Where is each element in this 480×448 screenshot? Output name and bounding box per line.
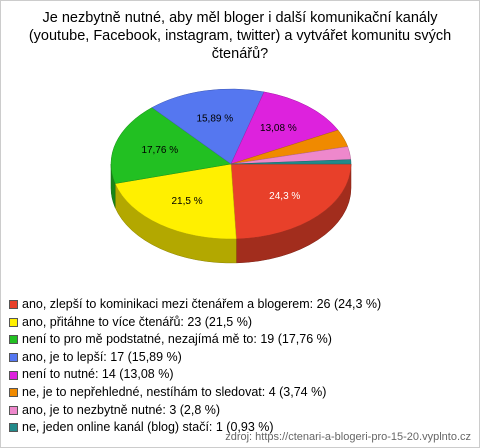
slice-label: 24,3 % — [269, 191, 300, 202]
legend-swatch — [9, 388, 18, 398]
legend-label: ano, je to lepší: 17 (15,89 %) — [22, 349, 182, 364]
chart-title: Je nezbytně nutné, aby měl bloger i dalš… — [28, 10, 452, 62]
slice — [230, 163, 352, 240]
slice-label: 17,76 % — [141, 145, 178, 156]
source-note: zdroj: https://ctenari-a-blogeri-pro-15-… — [225, 431, 471, 443]
slice-label: 13,08 % — [260, 123, 297, 134]
legend-item: ano, je to lepší: 17 (15,89 %) — [9, 349, 381, 367]
legend-item: ano, je to nezbytně nutné: 3 (2,8 %) — [9, 402, 381, 420]
slice — [151, 88, 265, 165]
legend-swatch — [9, 405, 18, 415]
legend-label: není to nutné: 14 (13,08 %) — [22, 367, 174, 382]
legend: ano, zlepší to kominikaci mezi čtenářem … — [9, 296, 381, 437]
legend-item: ano, přitáhne to více čtenářů: 23 (21,5 … — [9, 314, 381, 332]
legend-label: ano, zlepší to kominikaci mezi čtenářem … — [22, 297, 382, 311]
legend-swatch — [9, 317, 18, 327]
legend-swatch — [9, 335, 18, 345]
legend-swatch — [9, 353, 18, 363]
legend-swatch — [9, 300, 18, 310]
slice — [230, 91, 339, 165]
legend-label: ano, je to nezbytně nutné: 3 (2,8 %) — [22, 402, 221, 417]
legend-item: ano, zlepší to kominikaci mezi čtenářem … — [9, 296, 381, 314]
legend-label: není to pro mě podstatné, nezajímá mě to… — [22, 332, 332, 347]
legend-item: ne, je to nepřehledné, nestíhám to sledo… — [9, 384, 381, 402]
legend-label: ano, přitáhne to více čtenářů: 23 (21,5 … — [22, 314, 252, 329]
legend-item: ne, jeden online kanál (blog) stačí: 1 (… — [9, 419, 381, 437]
chart: 24,3 % 21,5 % 17,76 % 15,89 % 13,08 % — [110, 88, 352, 264]
legend-item: není to pro mě podstatné, nezajímá mě to… — [9, 331, 381, 349]
legend-swatch — [9, 423, 18, 433]
legend-label: ne, jeden online kanál (blog) stačí: 1 (… — [22, 420, 274, 435]
slice — [114, 163, 237, 240]
slice — [230, 159, 352, 165]
slice-label: 21,5 % — [172, 196, 203, 207]
slice — [110, 107, 232, 184]
legend-swatch — [9, 370, 18, 380]
slice-label: 15,89 % — [196, 113, 233, 124]
legend-label: ne, je to nepřehledné, nestíhám to sledo… — [22, 384, 327, 399]
legend-item: není to nutné: 14 (13,08 %) — [9, 366, 381, 384]
